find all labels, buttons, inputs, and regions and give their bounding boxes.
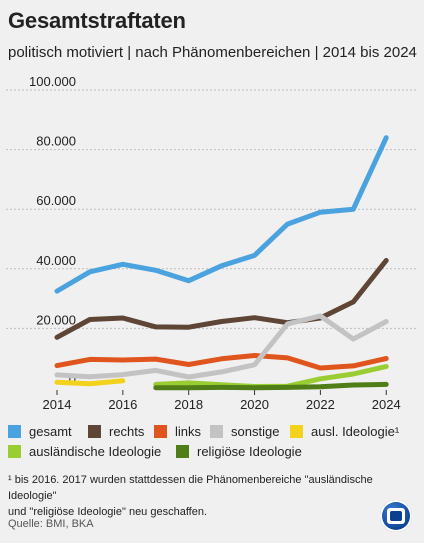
legend-label: rechts [109,424,145,439]
y-tick-label: 40.000 [36,253,76,268]
footnote: ¹ bis 2016. 2017 wurden stattdessen die … [8,472,418,520]
legend-item-rechts: rechts [88,424,144,439]
legend-swatch [8,445,21,458]
series-line-rechts [54,258,389,340]
chart-grid [6,89,418,329]
series-line-sonstige [54,313,389,380]
legend-swatch [176,445,189,458]
legend-label: ausländische Ideologie [29,444,162,459]
chart-series [54,135,389,391]
footnote-line-2: und "religiöse Ideologie" neu geschaffen… [8,506,208,518]
x-tick-label: 2016 [108,397,137,412]
legend-item-links: links [154,424,201,439]
legend-swatch [154,425,167,438]
y-tick-label: 80.000 [36,134,76,149]
y-axis-ticks: 0 20.000 40.000 60.000 80.000 100.000 [29,74,76,387]
series-line-links [54,353,389,371]
x-tick-label: 2018 [174,397,203,412]
x-tick-label: 2020 [240,397,269,412]
legend-item-gesamt: gesamt [8,424,72,439]
legend-label: ausl. Ideologie¹ [311,424,400,439]
legend-swatch [290,425,303,438]
legend-swatch [8,425,21,438]
legend-label: links [175,424,202,439]
chart-subtitle: politisch motiviert | nach Phänomenberei… [8,44,417,61]
y-tick-label: 100.000 [29,74,76,89]
footnote-line-1: ¹ bis 2016. 2017 wurden stattdessen die … [8,474,373,502]
series-line-ausl-ideologie [54,378,126,387]
legend-swatch [210,425,223,438]
y-tick-label: 60.000 [36,193,76,208]
series-line-religiöse-ideologie [153,381,389,391]
x-axis-ticks: 2014 2016 2018 2020 2022 2024 [43,390,401,412]
x-tick-label: 2014 [43,397,72,412]
legend-label: religiöse Ideologie [197,444,302,459]
legend-item-religioese-ideologie: religiöse Ideologie [176,444,302,459]
logo-screen [387,508,405,524]
series-line-gesamt [54,135,389,294]
legend-label: sonstige [231,424,280,439]
legend-item-ausl-ideologie: ausl. Ideologie¹ [290,424,399,439]
legend-label: gesamt [29,424,72,439]
chart-title: Gesamtstraftaten [8,8,186,33]
source-label: Quelle: BMI, BKA [8,518,94,530]
tagesschau-logo-icon [380,500,412,532]
x-tick-label: 2022 [306,397,335,412]
legend-item-auslaendische-ideologie: ausländische Ideologie [8,444,161,459]
y-tick-label: 0 [69,372,76,387]
y-tick-label: 20.000 [36,312,76,327]
legend-swatch [88,425,101,438]
legend-item-sonstige: sonstige [210,424,279,439]
x-tick-label: 2024 [372,397,401,412]
